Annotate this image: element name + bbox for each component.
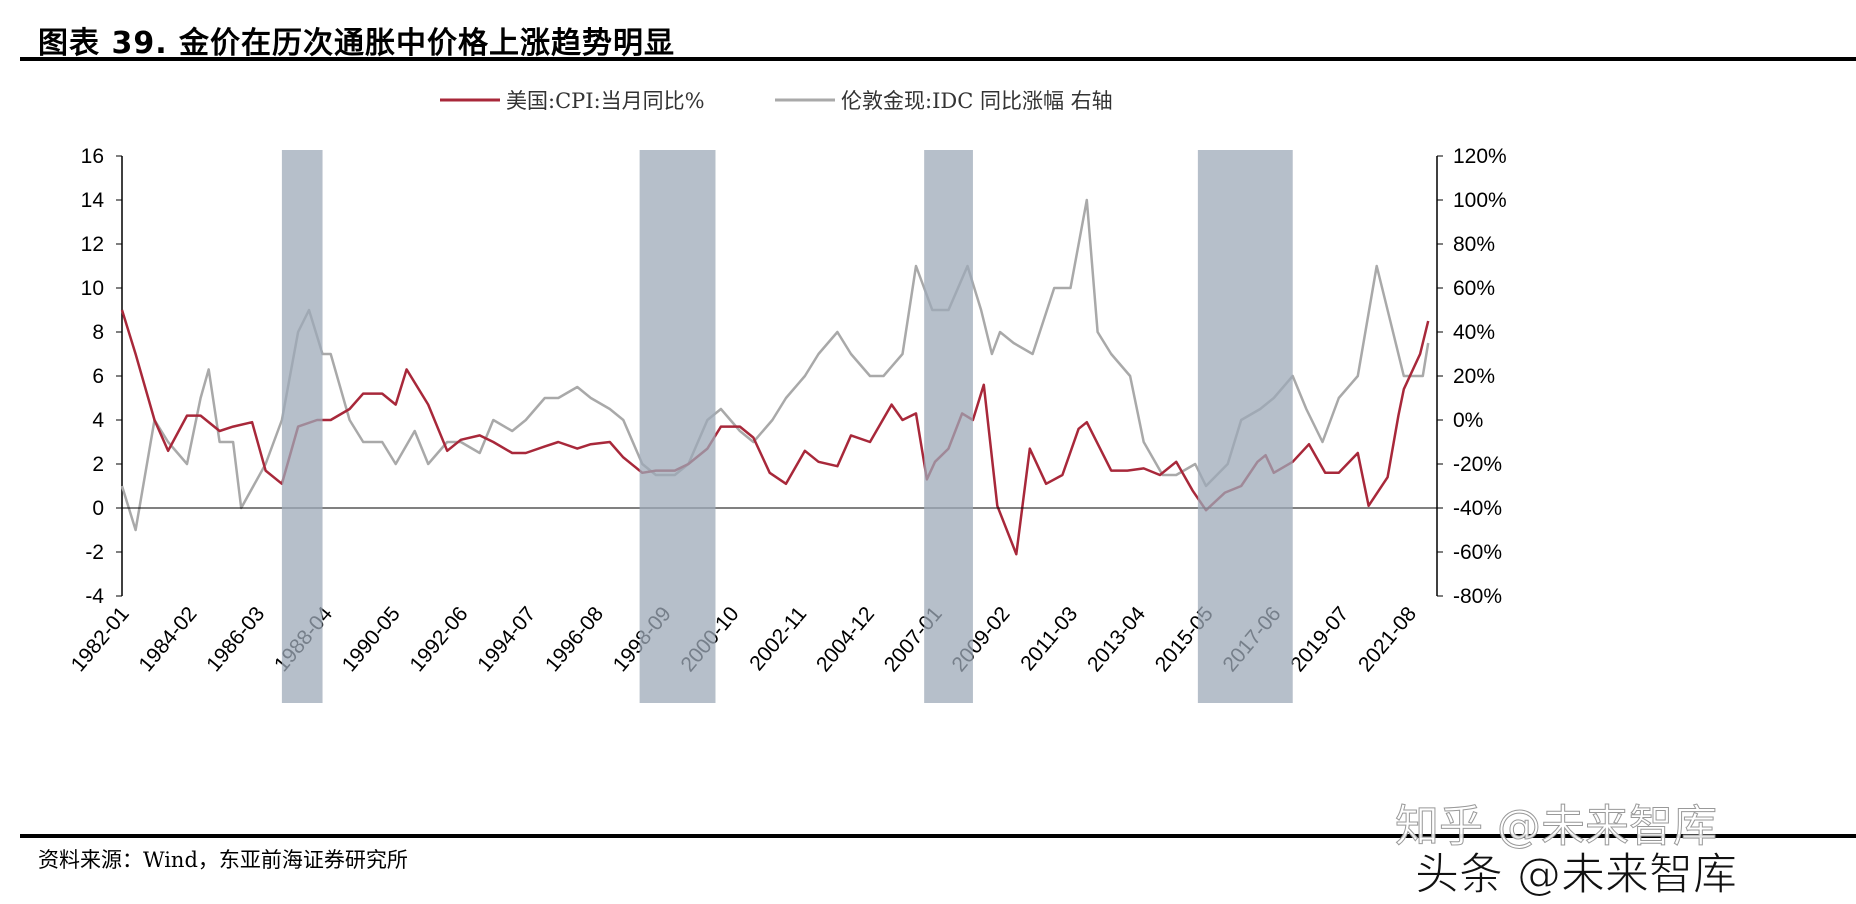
y-left-tick-label: 10 [81,277,104,300]
y-left-tick-label: 8 [92,321,104,344]
watermark-zhihu: 知乎 @未来智库 [1395,801,1718,853]
y-left-tick-label: 16 [81,145,104,168]
y-right-tick-label: 20% [1453,365,1495,388]
y-left-tick-label: 14 [81,189,105,212]
x-tick-label: 1990-05 [338,602,405,676]
chart-title: 图表 39. 金价在历次通胀中价格上涨趋势明显 [38,26,676,61]
x-tick-label: 1996-08 [541,602,608,676]
legend-label-cpi: 美国:CPI:当月同比% [506,89,705,113]
y-left-tick-label: 6 [92,365,104,388]
shaded-period [1197,150,1293,703]
x-tick-label: 1992-06 [405,602,472,676]
x-tick-label: 2019-07 [1286,602,1353,676]
y-right-tick-label: -40% [1453,497,1502,520]
x-tick-label: 2002-11 [745,602,811,675]
watermark-toutiao: 头条 @未来智库 [1415,849,1738,901]
x-tick-label: 1986-03 [202,602,269,676]
y-left-tick-label: -2 [85,541,104,564]
x-tick-label: 1982-01 [67,602,134,676]
y-right-tick-label: -60% [1453,541,1502,564]
x-tick-label: 2011-03 [1016,602,1082,675]
y-left-tick-label: 0 [92,497,104,520]
x-tick-label: 2021-08 [1354,602,1421,676]
y-left-tick-label: 2 [92,453,104,476]
y-right-tick-label: 0% [1453,409,1483,432]
x-tick-label: 1984-02 [134,602,201,676]
x-tick-label: 2004-12 [812,602,879,676]
shaded-period [281,150,323,703]
y-right-tick-label: 80% [1453,233,1495,256]
y-left-tick-label: 12 [81,233,104,256]
y-left-tick-label: 4 [92,409,104,432]
shaded-period [639,150,716,703]
footer-rule [20,834,1856,838]
source-note: 资料来源：Wind，东亚前海证券研究所 [38,848,408,872]
y-left-tick-label: -4 [85,585,104,608]
x-tick-label: 1994-07 [473,602,540,676]
y-right-tick-label: 100% [1453,189,1507,212]
title-rule [20,57,1856,61]
y-right-tick-label: -20% [1453,453,1502,476]
y-right-tick-label: 60% [1453,277,1495,300]
legend-label-gold: 伦敦金现:IDC 同比涨幅 右轴 [841,89,1113,113]
x-tick-label: 2013-04 [1083,602,1150,676]
y-right-tick-label: 40% [1453,321,1495,344]
shaded-period [924,150,973,703]
y-right-tick-label: 120% [1453,145,1507,168]
y-right-tick-label: -80% [1453,585,1502,608]
